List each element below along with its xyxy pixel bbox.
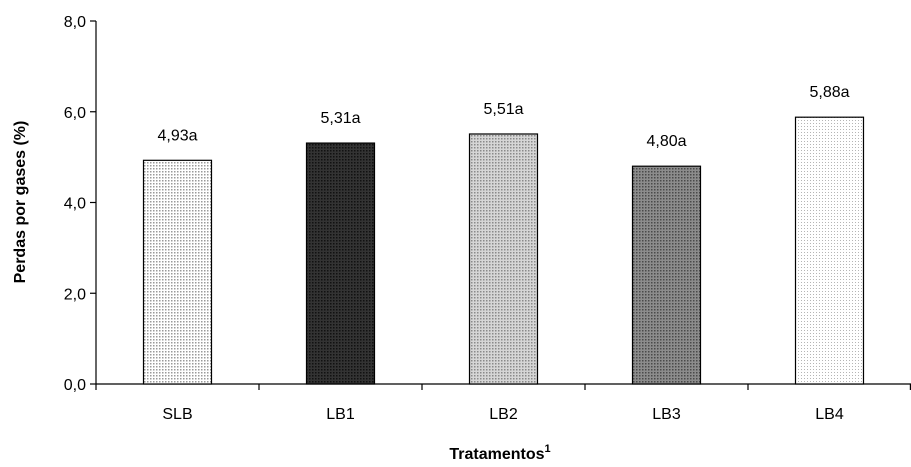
y-tick-label: 0,0 bbox=[64, 377, 86, 394]
bar-lb3 bbox=[631, 165, 702, 385]
bar-lb1 bbox=[305, 142, 376, 385]
data-labels-group: 4,93a 5,31a 5,51a 4,80a 5,88a bbox=[157, 84, 849, 150]
bar-lb4 bbox=[794, 116, 865, 385]
x-axis-title-text: Tratamentos bbox=[449, 446, 544, 463]
x-tick-label: LB3 bbox=[652, 406, 681, 423]
y-axis-title: Perdas por gases (%) bbox=[12, 121, 29, 284]
data-label: 5,88a bbox=[809, 84, 849, 101]
y-tick-label: 6,0 bbox=[64, 105, 86, 122]
y-tick-label: 4,0 bbox=[64, 196, 86, 213]
bar-slb bbox=[142, 159, 213, 385]
data-label: 5,31a bbox=[320, 110, 360, 127]
y-tick-label: 2,0 bbox=[64, 286, 86, 303]
x-axis: SLB LB1 LB2 LB3 LB4 bbox=[95, 383, 911, 423]
x-axis-title: Tratamentos1 bbox=[449, 443, 550, 463]
bar-lb2 bbox=[468, 133, 539, 385]
data-label: 4,93a bbox=[157, 127, 197, 144]
y-axis: 0,0 2,0 4,0 6,0 8,0 bbox=[64, 14, 97, 394]
x-tick-label: LB1 bbox=[326, 406, 355, 423]
y-tick-label: 8,0 bbox=[64, 14, 86, 31]
x-tick-label: LB4 bbox=[815, 406, 844, 423]
data-label: 4,80a bbox=[646, 133, 686, 150]
bars-group bbox=[142, 116, 865, 385]
data-label: 5,51a bbox=[483, 101, 523, 118]
x-tick-label: LB2 bbox=[489, 406, 518, 423]
x-axis-title-superscript: 1 bbox=[545, 443, 551, 455]
x-tick-label: SLB bbox=[162, 406, 192, 423]
